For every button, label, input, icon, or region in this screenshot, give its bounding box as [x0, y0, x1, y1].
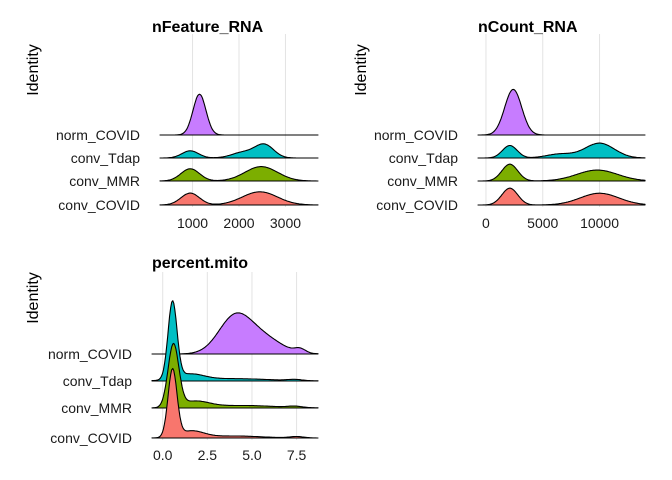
ridge-conv_MMR: [477, 163, 646, 182]
x-tick-label: 10000: [580, 215, 619, 231]
ridge-conv_COVID: [151, 367, 319, 439]
y-tick-label: conv_MMR: [387, 173, 458, 189]
y-tick-label: norm_COVID: [374, 127, 458, 143]
panel-title: nFeature_RNA: [152, 19, 264, 36]
y-tick-label: conv_Tdap: [71, 150, 140, 166]
y-tick-label: conv_MMR: [69, 173, 140, 189]
x-tick-label: 3000: [270, 215, 301, 231]
ridge-norm_COVID: [477, 88, 646, 136]
y-tick-label: conv_Tdap: [63, 373, 132, 389]
ridge-norm_COVID: [159, 93, 319, 136]
ridge-conv_Tdap: [477, 142, 646, 159]
y-axis-label: Identity: [353, 44, 370, 96]
ridge-conv_MMR: [159, 166, 319, 182]
x-tick-label: 0: [482, 215, 490, 231]
y-tick-label: conv_COVID: [376, 197, 458, 213]
x-tick-label: 7.5: [287, 447, 307, 463]
x-tick-label: 5.0: [242, 447, 262, 463]
panel-nFeature_RNA: nFeature_RNA Identity conv_COVID conv_MMR co…: [25, 19, 319, 231]
panel-nCount_RNA: nCount_RNA Identity conv_COVID conv_MMR conv…: [353, 19, 646, 231]
y-tick-label: norm_COVID: [48, 346, 132, 362]
y-tick-label: conv_COVID: [50, 430, 132, 446]
ridge-conv_COVID: [159, 191, 319, 206]
x-tick-label: 5000: [527, 215, 558, 231]
panel-title: nCount_RNA: [478, 19, 578, 36]
x-tick-label: 0.0: [153, 447, 173, 463]
ridge-conv_COVID: [477, 187, 646, 206]
x-tick-label: 2.5: [198, 447, 218, 463]
panel-title: percent.mito: [152, 255, 248, 272]
panel-percent.mito: percent.mito Identity conv_COVID conv_MMR co…: [25, 255, 319, 463]
x-tick-label: 2000: [223, 215, 254, 231]
y-tick-label: conv_COVID: [58, 197, 140, 213]
y-tick-label: norm_COVID: [56, 127, 140, 143]
y-tick-label: conv_Tdap: [389, 150, 458, 166]
y-axis-label: Identity: [25, 272, 42, 324]
ridge-conv_Tdap: [159, 143, 319, 159]
y-tick-label: conv_MMR: [61, 400, 132, 416]
x-tick-label: 1000: [177, 215, 208, 231]
y-axis-label: Identity: [25, 44, 42, 96]
